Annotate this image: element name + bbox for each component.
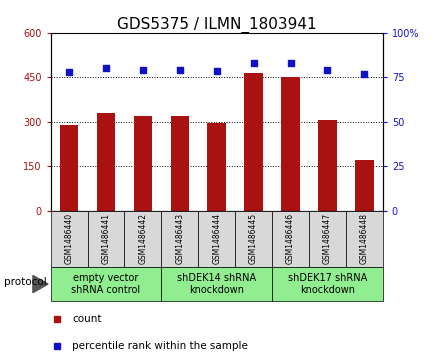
Bar <box>244 73 263 211</box>
Text: protocol: protocol <box>4 277 47 287</box>
Point <box>176 67 183 73</box>
Bar <box>125 211 161 267</box>
Bar <box>346 211 383 267</box>
Bar <box>281 77 300 211</box>
Title: GDS5375 / ILMN_1803941: GDS5375 / ILMN_1803941 <box>117 16 316 33</box>
Bar <box>171 116 189 211</box>
Point <box>250 60 257 66</box>
Bar <box>97 113 115 211</box>
Text: GSM1486447: GSM1486447 <box>323 213 332 264</box>
Polygon shape <box>33 276 48 293</box>
Text: GSM1486448: GSM1486448 <box>360 213 369 264</box>
Bar <box>161 267 272 301</box>
Bar <box>272 211 309 267</box>
Point <box>287 60 294 66</box>
Text: GSM1486444: GSM1486444 <box>212 213 221 264</box>
Text: GSM1486443: GSM1486443 <box>175 213 184 264</box>
Bar <box>134 116 152 211</box>
Bar <box>272 267 383 301</box>
Text: GSM1486441: GSM1486441 <box>102 213 110 264</box>
Bar <box>309 211 346 267</box>
Text: empty vector
shRNA control: empty vector shRNA control <box>71 273 140 295</box>
Bar <box>198 211 235 267</box>
Bar <box>51 211 88 267</box>
Bar <box>235 211 272 267</box>
Bar <box>355 160 374 211</box>
Point <box>213 68 220 74</box>
Text: count: count <box>72 314 102 323</box>
Bar <box>88 211 125 267</box>
Point <box>103 65 110 71</box>
Bar <box>60 125 78 211</box>
Text: shDEK17 shRNA
knockdown: shDEK17 shRNA knockdown <box>288 273 367 295</box>
Bar <box>51 267 161 301</box>
Bar <box>318 120 337 211</box>
Text: GSM1486442: GSM1486442 <box>138 213 147 264</box>
Point <box>66 69 73 75</box>
Text: percentile rank within the sample: percentile rank within the sample <box>72 341 248 351</box>
Bar <box>161 211 198 267</box>
Point <box>361 71 368 77</box>
Text: GSM1486446: GSM1486446 <box>286 213 295 264</box>
Text: GSM1486445: GSM1486445 <box>249 213 258 264</box>
Point <box>139 67 147 73</box>
Bar <box>208 123 226 211</box>
Point <box>324 67 331 73</box>
Text: shDEK14 shRNA
knockdown: shDEK14 shRNA knockdown <box>177 273 256 295</box>
Text: GSM1486440: GSM1486440 <box>65 213 73 264</box>
